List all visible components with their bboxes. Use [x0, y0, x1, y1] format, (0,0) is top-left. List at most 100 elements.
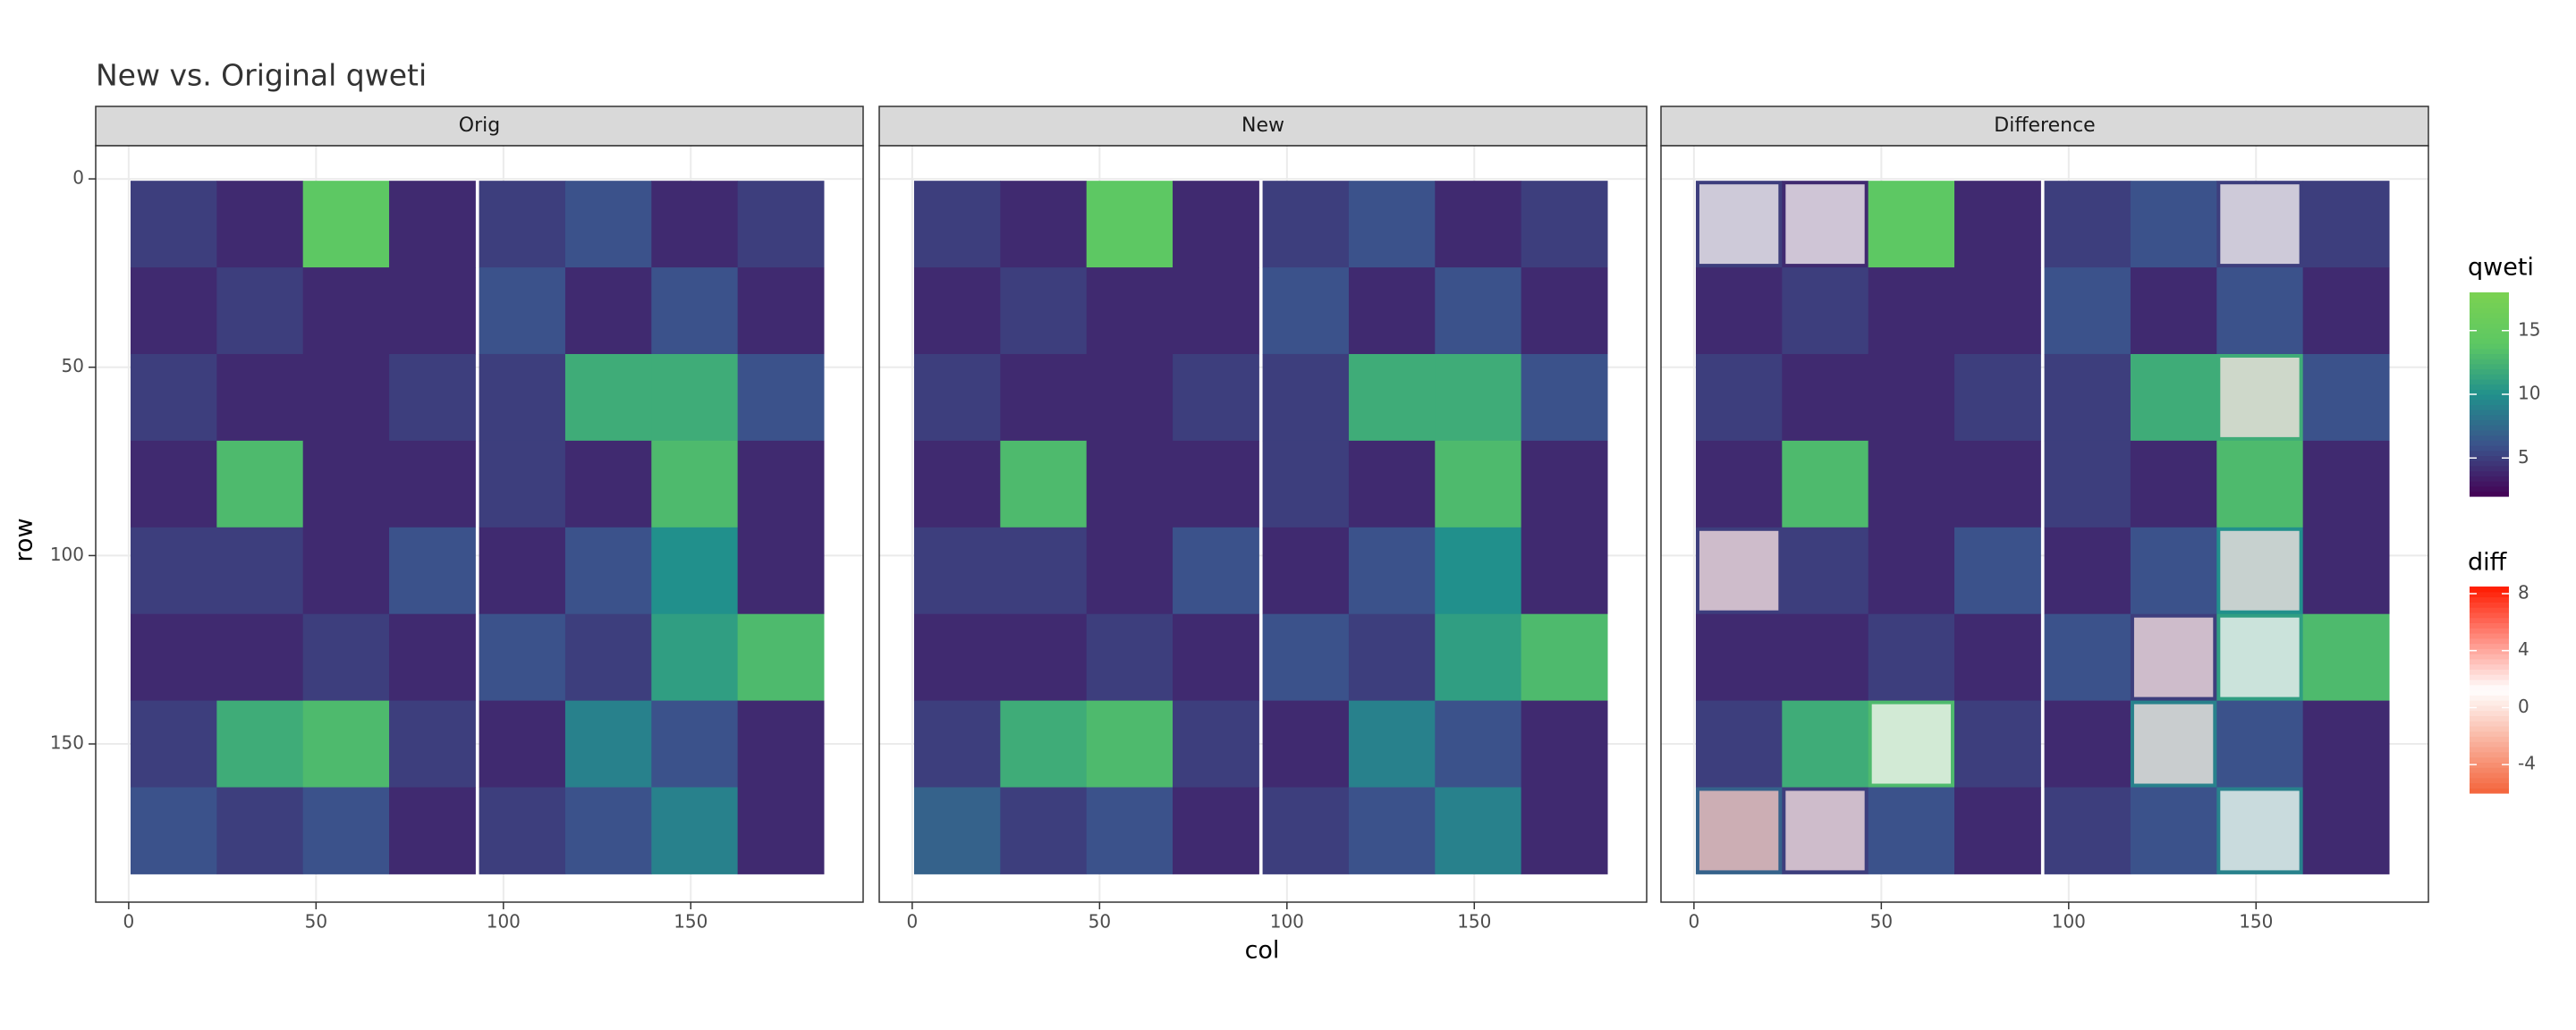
legend-swatch	[2470, 343, 2509, 350]
heat-cell	[1868, 527, 1955, 615]
diff-cell	[1699, 530, 1779, 611]
heat-cell	[302, 440, 390, 528]
heat-cell	[302, 700, 390, 788]
heat-cell	[1000, 527, 1088, 615]
heat-cell	[737, 440, 825, 528]
heat-cell	[216, 787, 304, 874]
legend-swatch	[2470, 348, 2509, 354]
heat-cell	[1000, 700, 1088, 788]
legend-swatch	[2470, 429, 2509, 436]
heat-cell	[1348, 181, 1436, 268]
heat-cell	[651, 613, 739, 702]
diff-cell	[1699, 184, 1779, 265]
heat-cell	[1782, 267, 1869, 355]
heat-cell	[1782, 613, 1869, 702]
y-tick-label: 50	[62, 355, 84, 376]
legend-tick-label: 5	[2518, 446, 2529, 468]
legend-swatch	[2470, 445, 2509, 452]
heat-cell	[1086, 700, 1174, 788]
legend-swatch	[2470, 669, 2509, 675]
heat-cell	[2044, 787, 2131, 874]
x-tick-label: 100	[2052, 911, 2086, 933]
legend-swatch	[2470, 476, 2509, 482]
legend-swatch	[2470, 632, 2509, 639]
legend-swatch	[2470, 359, 2509, 365]
legend-swatch	[2470, 308, 2509, 314]
heat-cell	[2044, 267, 2131, 355]
heat-cell	[2044, 440, 2131, 528]
legend-swatch	[2470, 736, 2509, 742]
heat-cell	[1086, 613, 1174, 702]
legend-swatch	[2470, 297, 2509, 303]
heat-cell	[651, 440, 739, 528]
legend-swatch	[2470, 772, 2509, 779]
heat-cell	[2044, 181, 2131, 268]
heat-cell	[1954, 527, 2041, 615]
legend-swatch	[2470, 715, 2509, 722]
x-tick-label: 150	[1457, 911, 1491, 933]
legend-swatch	[2470, 404, 2509, 410]
heat-cell	[564, 353, 652, 442]
legend-swatch	[2470, 710, 2509, 716]
legend-swatch	[2470, 302, 2509, 308]
diff-cell	[1871, 704, 1952, 784]
heat-cell	[1521, 267, 1608, 355]
legend-swatch	[2470, 368, 2509, 375]
heat-cell	[1521, 613, 1608, 702]
heat-cell	[913, 353, 1001, 442]
heat-cell	[651, 181, 739, 268]
heat-cell	[1695, 353, 1783, 442]
heat-cell	[2044, 613, 2131, 702]
legend-swatch	[2470, 602, 2509, 608]
heat-cell	[2302, 787, 2390, 874]
legend-swatch	[2470, 374, 2509, 380]
heat-cell	[2044, 353, 2131, 442]
y-tick-label: 150	[50, 732, 84, 754]
heat-cell	[2216, 440, 2304, 528]
legend-swatch	[2470, 384, 2509, 390]
x-tick-label: 0	[907, 911, 919, 933]
heat-cell	[130, 700, 217, 788]
legend-swatch	[2470, 684, 2509, 691]
heat-cell	[2130, 267, 2217, 355]
heat-cell	[2302, 267, 2390, 355]
heat-cell	[564, 181, 652, 268]
legend-swatch	[2470, 333, 2509, 339]
heat-cell	[479, 267, 566, 355]
panel-border	[1660, 145, 2429, 903]
legend-swatch	[2470, 440, 2509, 446]
heat-cell	[2130, 440, 2217, 528]
heat-cell	[216, 181, 304, 268]
heat-cell	[1521, 700, 1608, 788]
heat-cell	[479, 440, 566, 528]
heat-cell	[302, 267, 390, 355]
heat-cell	[130, 787, 217, 874]
legend-swatch	[2470, 409, 2509, 416]
heat-cell	[1086, 527, 1174, 615]
heat-cell	[130, 613, 217, 702]
heat-cell	[651, 527, 739, 615]
legend-swatch	[2470, 587, 2509, 593]
heat-cell	[737, 613, 825, 702]
legend-swatch	[2470, 394, 2509, 401]
heat-cell	[1348, 787, 1436, 874]
heat-cell	[737, 267, 825, 355]
heat-cell	[1000, 613, 1088, 702]
heat-cell	[564, 700, 652, 788]
heat-cell	[2302, 527, 2390, 615]
legend-swatch	[2470, 725, 2509, 732]
legend-swatch	[2470, 338, 2509, 344]
heat-cell	[564, 267, 652, 355]
legend-tick-label: 15	[2518, 318, 2540, 340]
legend-swatch	[2470, 450, 2509, 456]
heat-cell	[1782, 527, 1869, 615]
heat-cell	[913, 440, 1001, 528]
heat-cell	[389, 613, 476, 702]
heat-cell	[130, 267, 217, 355]
heat-cell	[564, 613, 652, 702]
heat-cell	[389, 700, 476, 788]
heat-cell	[302, 787, 390, 874]
legend-swatch	[2470, 327, 2509, 334]
heat-cell	[130, 440, 217, 528]
